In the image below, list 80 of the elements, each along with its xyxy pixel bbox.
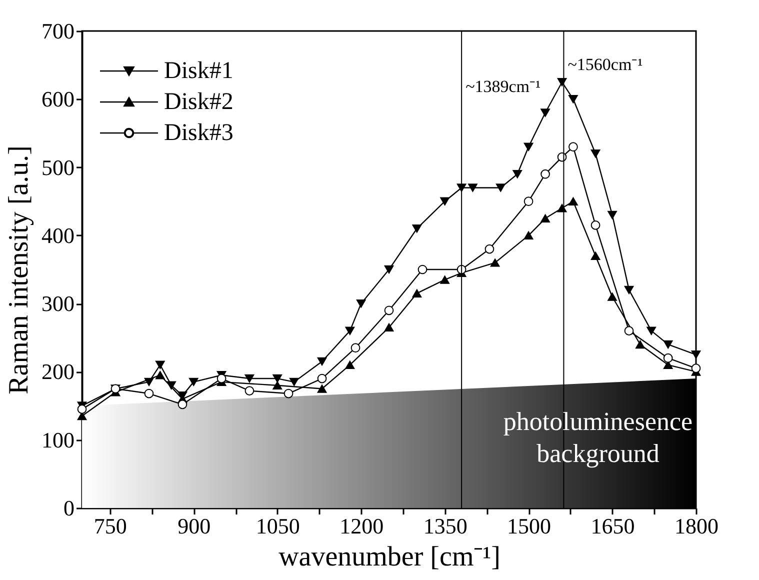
point xyxy=(468,184,478,192)
point xyxy=(384,306,394,316)
point xyxy=(484,244,494,254)
point xyxy=(244,374,254,383)
point xyxy=(356,299,366,308)
point xyxy=(540,214,550,223)
point xyxy=(144,388,154,398)
point xyxy=(496,184,506,192)
point xyxy=(244,386,254,396)
point xyxy=(590,252,600,260)
y-tick-label: 0 xyxy=(64,496,74,520)
point xyxy=(77,404,87,414)
point xyxy=(155,360,165,370)
point xyxy=(418,264,428,274)
point xyxy=(691,350,701,359)
x-tick-label: 1800 xyxy=(674,514,718,538)
point xyxy=(524,196,534,206)
point xyxy=(412,224,422,233)
point xyxy=(540,108,550,117)
y-tick-label: 200 xyxy=(42,359,74,384)
point xyxy=(289,378,299,386)
point xyxy=(524,231,534,240)
point xyxy=(512,170,522,178)
x-tick-label: 1350 xyxy=(423,514,468,538)
point xyxy=(691,364,701,373)
point xyxy=(663,353,673,363)
annotation: photoluminesence background xyxy=(503,407,693,468)
point xyxy=(636,340,645,349)
point xyxy=(557,204,567,212)
x-tick-label: 1500 xyxy=(507,514,552,538)
point xyxy=(568,95,578,104)
x-tick-label: 1200 xyxy=(340,514,384,538)
x-axis-title: wavenumber [cm⁻¹] xyxy=(278,542,500,572)
point xyxy=(155,371,165,380)
x-tick-label: 1050 xyxy=(256,514,300,538)
point xyxy=(384,265,394,274)
point xyxy=(590,150,600,158)
legend-label: Disk#3 xyxy=(164,120,234,146)
y-tick-label: 400 xyxy=(42,222,74,248)
point xyxy=(663,340,673,349)
ref-line-label: ~1389cm⁻¹ xyxy=(466,77,541,96)
point xyxy=(350,343,360,353)
point xyxy=(317,374,327,384)
point xyxy=(590,220,600,230)
point xyxy=(440,197,450,206)
x-tick-label: 900 xyxy=(178,514,211,538)
point xyxy=(412,289,422,298)
point xyxy=(440,276,450,284)
y-axis-title: Raman intensity [a.u.] xyxy=(4,146,34,394)
point xyxy=(540,169,550,179)
point xyxy=(524,142,534,151)
point xyxy=(384,323,394,332)
point xyxy=(272,381,282,390)
point xyxy=(178,400,188,410)
point xyxy=(345,326,355,335)
legend-label: Disk#2 xyxy=(164,89,234,115)
point xyxy=(624,326,634,336)
point xyxy=(608,210,617,220)
point xyxy=(284,388,294,398)
point xyxy=(317,384,327,393)
legend-label: Disk#1 xyxy=(164,58,234,84)
point xyxy=(216,374,226,384)
ref-line-label: ~1560cm⁻¹ xyxy=(568,55,643,74)
point xyxy=(490,258,500,267)
point xyxy=(272,374,282,383)
y-tick-label: 100 xyxy=(42,427,74,452)
x-tick-label: 1650 xyxy=(590,514,635,538)
point xyxy=(568,197,578,206)
point xyxy=(624,286,634,294)
point xyxy=(345,360,355,370)
point xyxy=(568,142,578,152)
x-tick-label: 750 xyxy=(94,514,127,538)
y-tick-label: 700 xyxy=(42,18,74,44)
point xyxy=(188,378,198,386)
point xyxy=(646,326,656,335)
point xyxy=(608,292,617,301)
y-tick-label: 500 xyxy=(42,154,74,180)
y-tick-label: 600 xyxy=(42,86,74,112)
y-tick-label: 300 xyxy=(42,291,74,316)
point xyxy=(317,357,327,366)
